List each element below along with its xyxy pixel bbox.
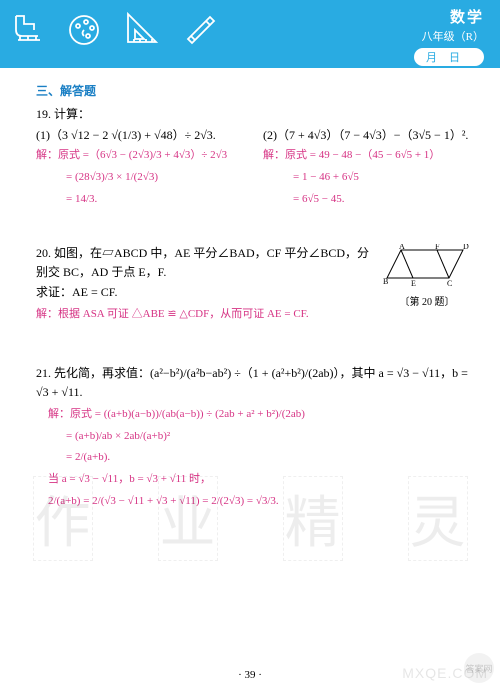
- header-icon-row: [10, 8, 218, 51]
- q19-w2-l2: = 1 − 46 + 6√5: [293, 168, 472, 187]
- q19-p2: (2)（7 + 4√3）（7 − 4√3）−（3√5 − 1）².: [263, 126, 472, 143]
- q21-l1: 解：原式 = ((a+b)(a−b))/(ab(a−b)) ÷ (2ab + a…: [48, 405, 472, 424]
- grade-label: 八年级（R）: [414, 28, 484, 44]
- q20-line2: 求证：AE = CF.: [36, 283, 374, 302]
- triangle-ruler-icon: [122, 8, 162, 51]
- q19-part2: (2)（7 + 4√3）（7 − 4√3）−（3√5 − 1）². 解：原式 =…: [263, 126, 472, 208]
- date-day: 日: [449, 52, 472, 64]
- question-19: 19. 计算： (1)（3 √12 − 2 √(1/3) + √48）÷ 2√3…: [36, 105, 472, 208]
- svg-text:B: B: [383, 277, 388, 286]
- q19-w2-l1: 解：原式 = 49 − 48 −（45 − 6√5 + 1）: [263, 146, 472, 165]
- page-number: · 39 ·: [0, 669, 500, 681]
- q20-line1: 如图，在▱ABCD 中，AE 平分∠BAD，CF 平分∠BCD，分别交 BC，A…: [36, 246, 369, 279]
- q20-figure: A F D B E C 〔第 20 题〕: [382, 244, 472, 323]
- q21-l2: = (a+b)/ab × 2ab/(a+b)²: [66, 427, 472, 446]
- q19-w2-l3: = 6√5 − 45.: [293, 190, 472, 209]
- q20-number: 20.: [36, 246, 51, 260]
- q19-w1-l3: = 14/3.: [66, 190, 245, 209]
- question-21: 21. 先化简，再求值：(a²−b²)/(a²b−ab²) ÷（1 + (a²+…: [36, 364, 472, 511]
- pencil-icon: [180, 9, 218, 50]
- header-meta: 数学 八年级（R） 月日: [414, 6, 484, 66]
- q21-number: 21.: [36, 366, 51, 380]
- q20-proof: 解：根据 ASA 可证 △ABE ≌ △CDF，从而可证 AE = CF.: [36, 305, 374, 324]
- q19-w1-l1: 解：原式 =（6√3 − (2√3)/3 + 4√3）÷ 2√3: [36, 146, 245, 165]
- q19-number: 19.: [36, 107, 51, 121]
- date-month: 月: [426, 52, 449, 64]
- svg-text:F: F: [435, 244, 440, 251]
- q21-l4: 当 a = √3 − √11，b = √3 + √11 时，: [48, 470, 472, 489]
- q19-part1: (1)（3 √12 − 2 √(1/3) + √48）÷ 2√3. 解：原式 =…: [36, 126, 245, 208]
- section-heading: 三、解答题: [36, 82, 472, 99]
- svg-text:A: A: [399, 244, 405, 251]
- subject-label: 数学: [414, 6, 484, 27]
- q21-l3: = 2/(a+b).: [66, 448, 472, 467]
- q19-title: 计算：: [54, 107, 90, 121]
- skate-icon: [10, 10, 46, 49]
- svg-text:D: D: [463, 244, 469, 251]
- question-20: 20. 如图，在▱ABCD 中，AE 平分∠BAD，CF 平分∠BCD，分别交 …: [36, 244, 472, 323]
- q21-l5: 2/(a+b) = 2/(√3 − √11 + √3 + √11) = 2/(2…: [48, 492, 472, 511]
- q19-p1: (1)（3 √12 − 2 √(1/3) + √48）÷ 2√3.: [36, 126, 245, 143]
- svg-text:C: C: [447, 279, 452, 288]
- svg-text:E: E: [411, 279, 416, 288]
- q21-stem: 先化简，再求值：(a²−b²)/(a²b−ab²) ÷（1 + (a²+b²)/…: [36, 366, 468, 399]
- page-content: 三、解答题 19. 计算： (1)（3 √12 − 2 √(1/3) + √48…: [0, 68, 500, 518]
- date-bar: 月日: [414, 48, 484, 66]
- palette-icon: [64, 8, 104, 51]
- q20-caption: 〔第 20 题〕: [382, 293, 472, 308]
- page-header: 数学 八年级（R） 月日: [0, 0, 500, 68]
- q19-w1-l2: = (28√3)/3 × 1/(2√3): [66, 168, 245, 187]
